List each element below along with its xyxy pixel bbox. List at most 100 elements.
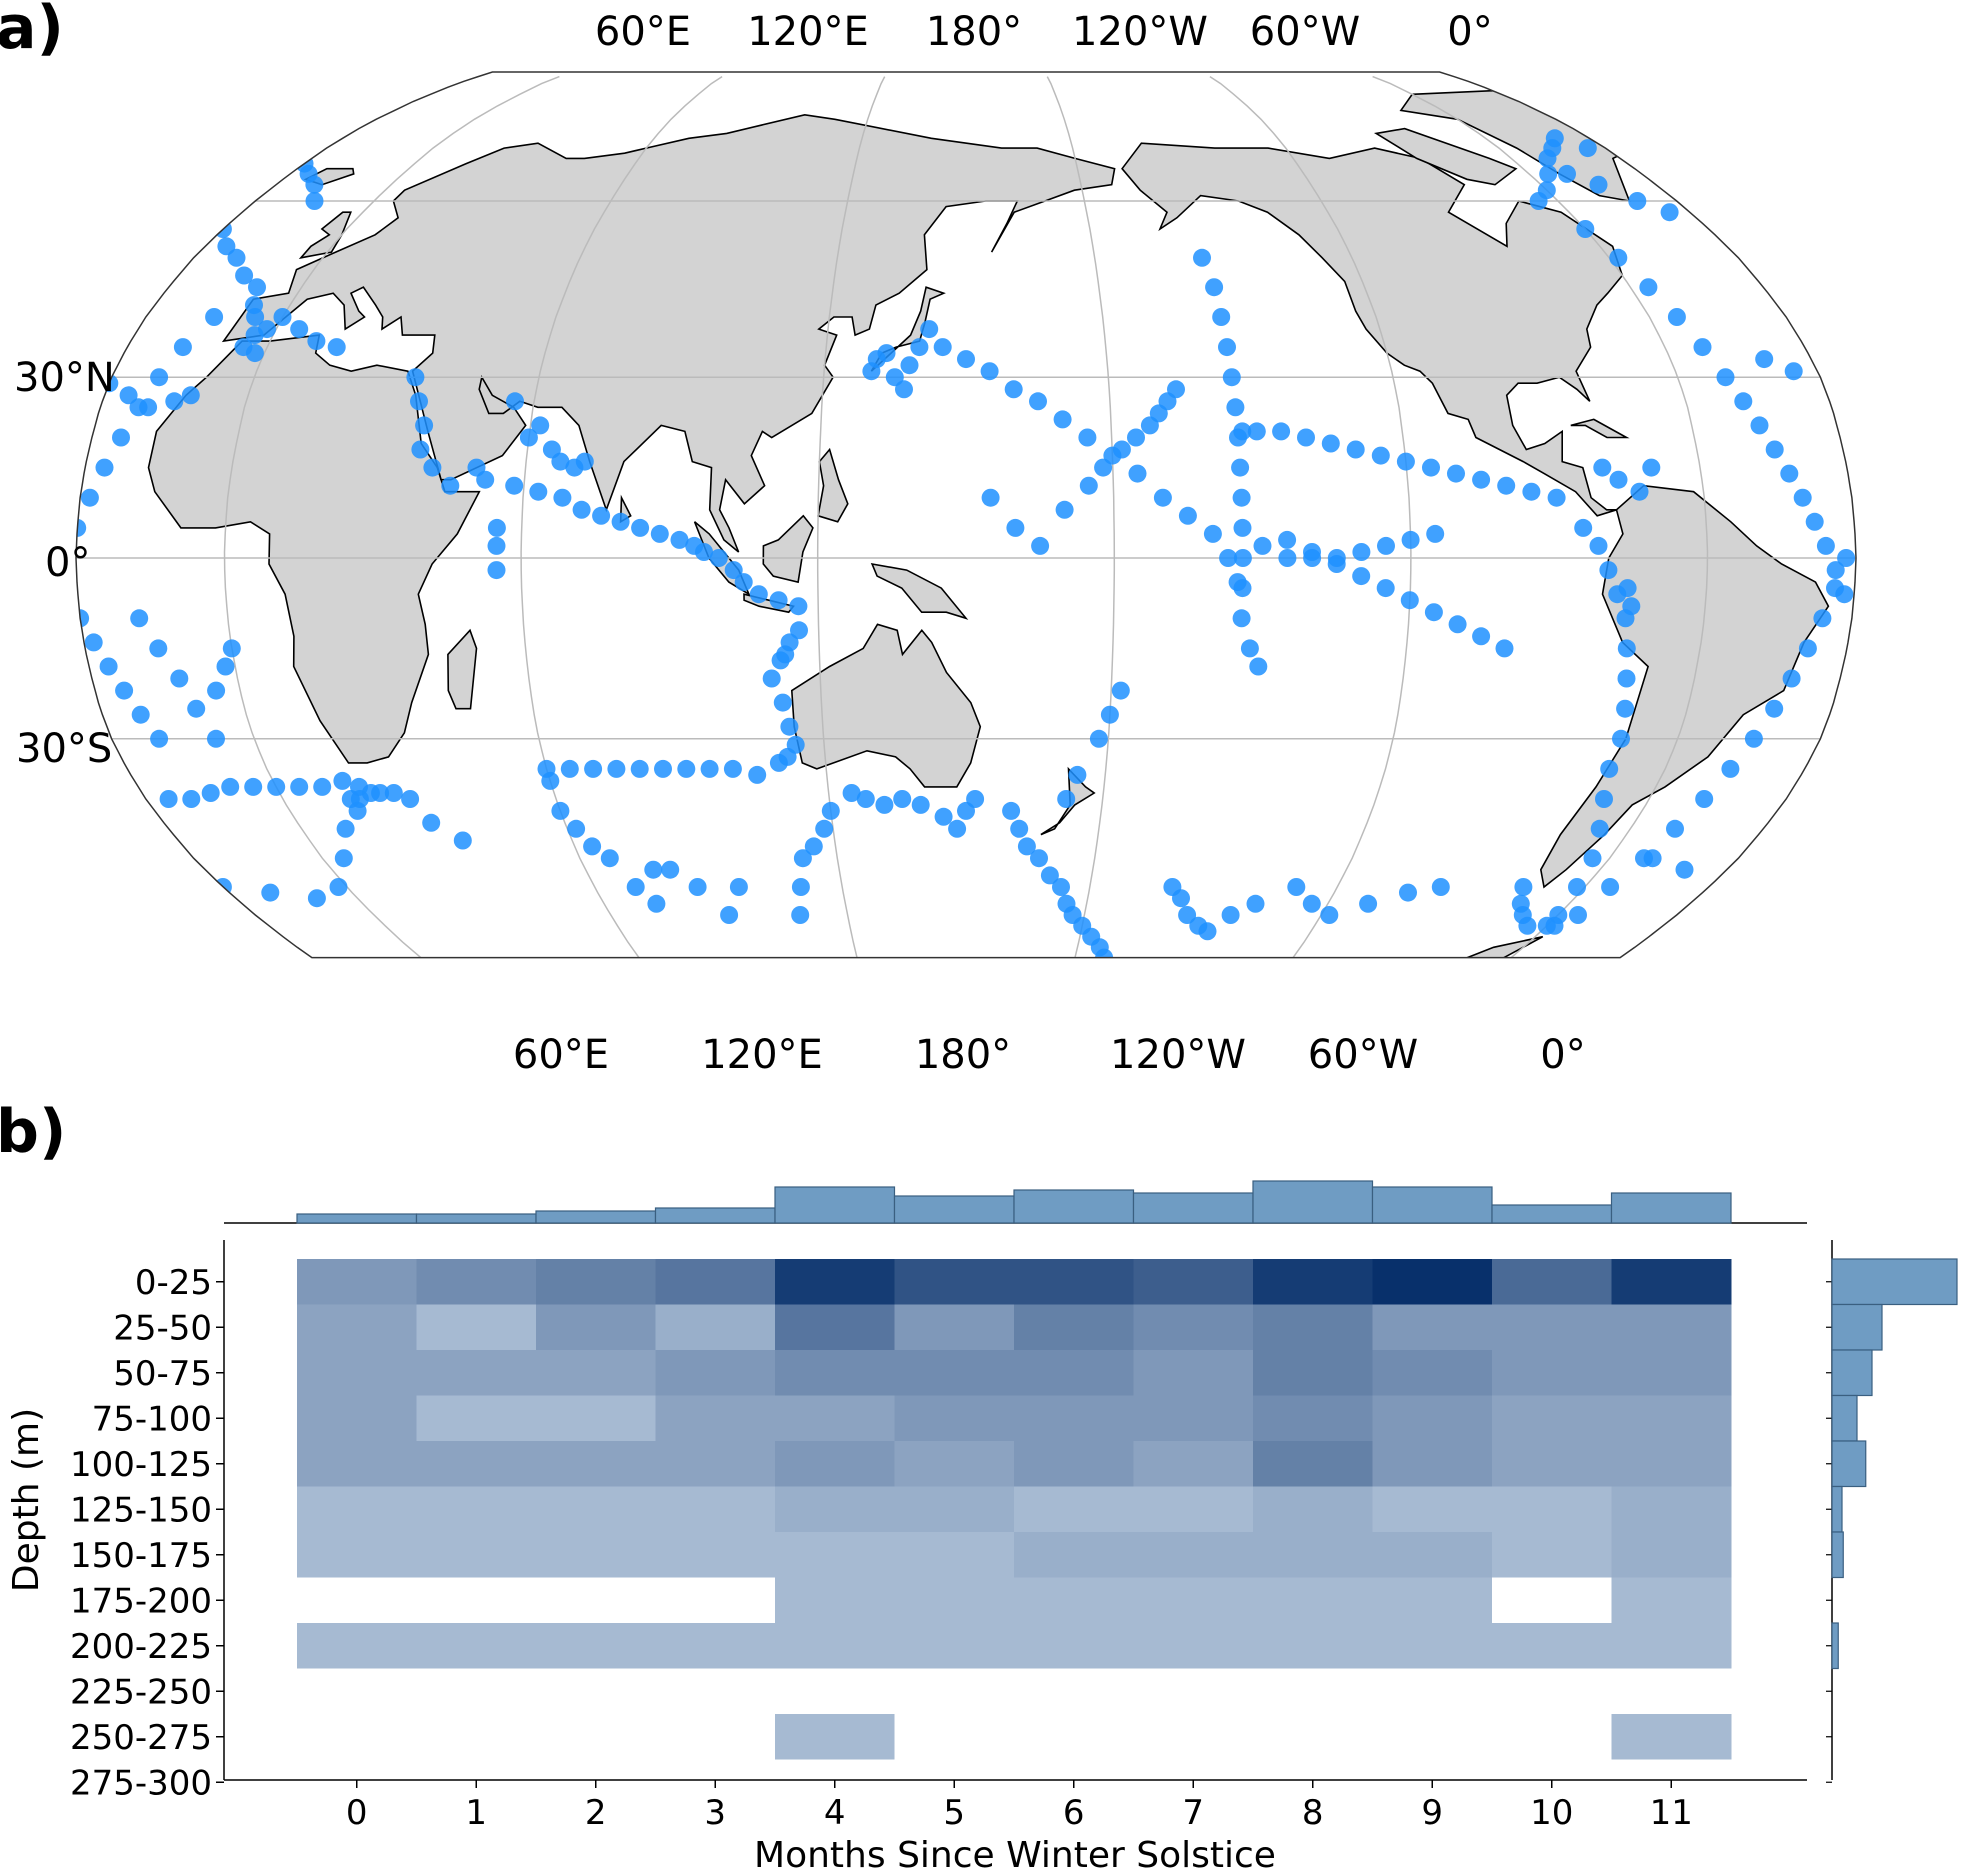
sample-point: [592, 506, 611, 525]
x-tick-label: 7: [1182, 1793, 1204, 1833]
sample-point: [149, 639, 168, 658]
heatmap-cell: [1133, 1577, 1254, 1624]
sample-point: [112, 428, 130, 447]
sample-point: [1593, 458, 1612, 477]
heatmap-cell: [297, 1304, 417, 1351]
sample-point: [1693, 338, 1712, 357]
x-tick-label: 11: [1650, 1793, 1693, 1833]
heatmap-cell: [655, 1395, 776, 1442]
sample-point: [647, 894, 666, 913]
heatmap-cell: [775, 1577, 895, 1624]
sample-point: [895, 380, 913, 399]
sample-point: [957, 350, 975, 369]
sample-point: [290, 320, 309, 339]
heatmap-cell: [1253, 1304, 1373, 1351]
heatmap-cell: [1133, 1350, 1254, 1396]
sample-point: [1278, 530, 1297, 549]
heatmap-cell: [1253, 1714, 1373, 1760]
lon-label-top-60e: 60°E: [595, 9, 691, 55]
sample-point: [1233, 518, 1252, 537]
heatmap-cell: [1372, 1441, 1493, 1487]
sample-point: [350, 777, 368, 796]
sample-point: [1583, 849, 1602, 868]
sample-point: [1399, 883, 1417, 902]
sample-point: [1178, 906, 1197, 924]
land-borneo: [762, 514, 814, 584]
sample-point: [821, 801, 840, 820]
heatmap-cell: [1133, 1668, 1254, 1715]
heatmap-cell: [894, 1350, 1015, 1396]
sample-point: [1617, 669, 1636, 688]
sample-point: [700, 759, 719, 778]
sample-point: [933, 338, 952, 357]
heatmap-cell: [1133, 1304, 1254, 1351]
lon-label-bottom-180: 180°: [915, 1032, 1011, 1078]
right-hist-bar: [1831, 1440, 1867, 1488]
sample-point: [159, 790, 178, 808]
heatmap-cell: [655, 1259, 776, 1305]
heatmap-cell: [1253, 1577, 1373, 1624]
x-tick-label: 0: [346, 1793, 368, 1833]
y-tick-label: 25-50: [113, 1308, 212, 1348]
sample-point: [1424, 603, 1443, 622]
right-hist-bar: [1831, 1303, 1883, 1351]
heatmap-cell: [536, 1486, 656, 1533]
heatmap-cell: [1611, 1668, 1732, 1715]
top-hist-bar: [1610, 1192, 1732, 1224]
sample-point: [1744, 729, 1763, 748]
y-tick-label: 175-200: [70, 1581, 212, 1621]
heatmap-cell: [1611, 1350, 1732, 1396]
sample-point: [273, 308, 292, 326]
right-hist-bar: [1831, 1622, 1839, 1670]
top-hist-bar: [893, 1195, 1015, 1224]
y-tick-label: 125-150: [70, 1490, 212, 1530]
heatmap-cell: [297, 1532, 417, 1578]
heatmap-cell: [416, 1259, 537, 1305]
sample-point: [560, 759, 579, 778]
lat-label-0: 0°: [45, 540, 90, 586]
top-hist-bar: [1013, 1189, 1135, 1224]
y-tick-label: 200-225: [70, 1627, 212, 1667]
sample-point: [130, 609, 149, 628]
sample-point: [1545, 129, 1564, 148]
sample-point: [1574, 518, 1593, 537]
sample-point: [1537, 181, 1556, 200]
heatmap-cell: [1611, 1623, 1732, 1669]
y-tick-label: 150-175: [70, 1536, 212, 1576]
heatmap-cell: [1014, 1668, 1134, 1715]
sample-point: [1249, 657, 1268, 676]
y-axis-label: Depth (m): [6, 1408, 47, 1592]
sample-point: [1377, 536, 1395, 555]
heatmap-cell: [1253, 1350, 1373, 1396]
heatmap-cell: [775, 1441, 895, 1487]
sample-point: [505, 476, 524, 495]
sample-point: [384, 784, 403, 802]
sample-point: [661, 860, 680, 879]
sample-point: [875, 795, 894, 814]
heatmap-cell: [775, 1395, 895, 1442]
heatmap-cell: [1492, 1259, 1612, 1305]
heatmap-cell: [894, 1259, 1015, 1305]
sample-point: [677, 759, 696, 778]
heatmap-cell: [1133, 1441, 1254, 1487]
sample-point: [453, 831, 472, 850]
sample-point: [487, 536, 506, 555]
sample-point: [1079, 476, 1098, 495]
heatmap-cell: [894, 1714, 1015, 1760]
lon-label-bottom-60e: 60°E: [513, 1032, 609, 1078]
sample-point: [1590, 819, 1609, 838]
heatmap-cell: [297, 1486, 417, 1533]
heatmap-cell: [1014, 1623, 1134, 1669]
heatmap-cell: [536, 1395, 656, 1442]
meridian-240: [1209, 75, 1412, 958]
sample-point: [720, 906, 739, 924]
heatmap-cell: [775, 1486, 895, 1533]
sample-point: [1401, 530, 1420, 549]
sample-point: [333, 771, 352, 790]
heatmap-cell: [655, 1304, 776, 1351]
heatmap-cell: [416, 1714, 537, 1760]
sample-point: [793, 849, 812, 868]
sample-point: [1193, 248, 1211, 267]
sample-point: [290, 777, 309, 796]
heatmap-cell: [297, 1577, 417, 1624]
